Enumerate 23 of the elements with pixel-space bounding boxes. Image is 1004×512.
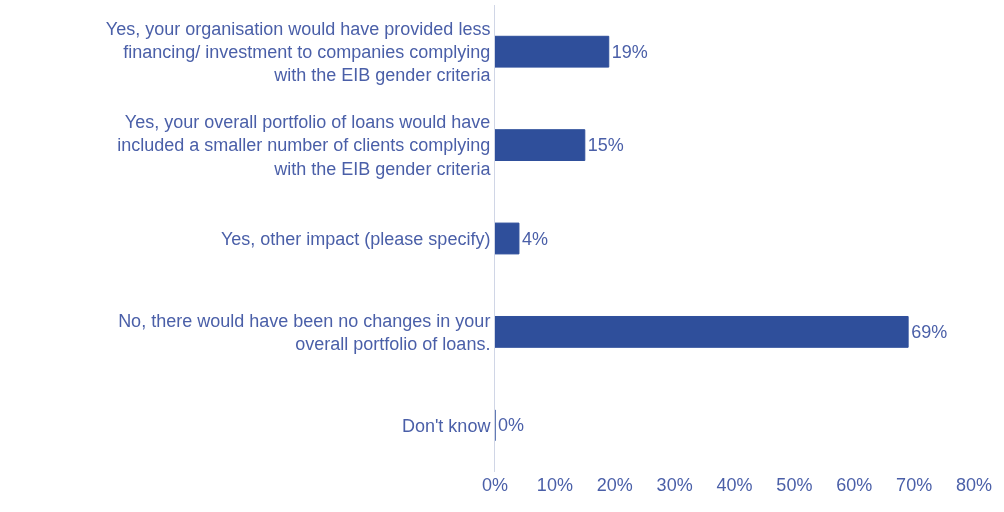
y-tick-label: Yes, your overall portfolio of loans would have included a smaller number of clients complying with the EIB gender criteria <box>117 112 492 179</box>
bar <box>495 315 909 348</box>
x-tick-label: 20% <box>596 475 633 495</box>
y-tick-label: Yes, other impact (please specify) <box>220 228 491 249</box>
y-tick-label: Don't know <box>401 415 492 436</box>
y-tick-label: No, there would have been no changes in your overall portfolio of loans. <box>118 310 491 354</box>
x-tick-label: 70% <box>896 475 933 495</box>
x-tick-label: 0% <box>481 475 509 495</box>
data-label: 15% <box>587 135 624 156</box>
data-label: 19% <box>611 41 648 62</box>
data-label: 69% <box>911 321 948 342</box>
x-tick-label: 10% <box>536 475 573 495</box>
x-tick-label: 60% <box>836 475 873 495</box>
x-tick-label: 30% <box>656 475 693 495</box>
data-label: 4% <box>521 228 548 249</box>
bar <box>495 222 520 255</box>
x-tick-label: 40% <box>716 475 753 495</box>
data-label: 0% <box>498 415 525 436</box>
x-tick-label: 80% <box>955 475 993 495</box>
y-tick-label: Yes, your organisation would have provided less financing/ investment to companies complying with the EIB gender criteria <box>105 18 492 86</box>
x-tick-label: 50% <box>776 475 813 495</box>
bar <box>495 35 610 68</box>
bar <box>495 129 586 162</box>
